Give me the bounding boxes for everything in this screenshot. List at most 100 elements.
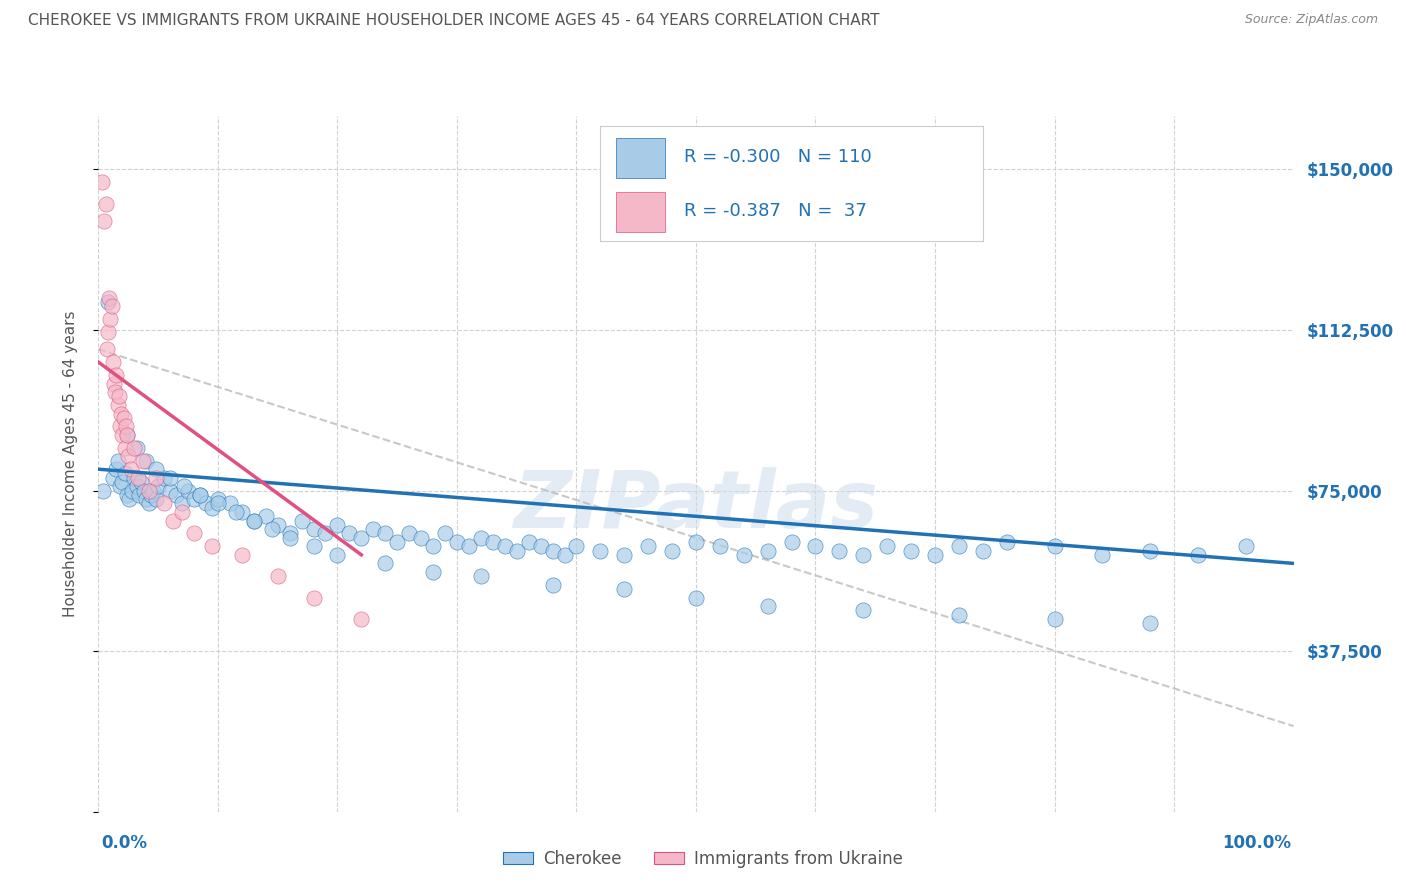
Point [93, 214, 115, 228]
Point [131, 453, 153, 467]
Point [565, 539, 588, 553]
Point [852, 548, 875, 562]
Point [183, 492, 205, 507]
Point [422, 539, 444, 553]
Point [446, 535, 468, 549]
Point [350, 531, 373, 545]
Point [145, 492, 167, 507]
Point [153, 471, 176, 485]
Point [188, 488, 211, 502]
Point [326, 517, 349, 532]
Point [120, 462, 142, 476]
Point [494, 539, 516, 553]
Point [194, 496, 218, 510]
Point [114, 441, 136, 455]
Point [101, 355, 124, 369]
Point [1234, 539, 1257, 553]
Point [101, 471, 124, 485]
Point [756, 599, 779, 614]
Point [363, 522, 385, 536]
Point [302, 591, 325, 605]
Point [541, 543, 564, 558]
Point [177, 483, 200, 498]
Point [385, 535, 409, 549]
Point [132, 483, 155, 498]
Point [433, 526, 456, 541]
Point [411, 531, 433, 545]
Point [995, 535, 1018, 549]
Point [127, 471, 149, 485]
Point [1091, 548, 1114, 562]
Point [302, 522, 325, 536]
Point [105, 368, 128, 382]
Point [107, 453, 129, 467]
Point [145, 471, 167, 485]
Point [108, 479, 131, 493]
Point [302, 539, 325, 553]
Point [115, 488, 138, 502]
Point [637, 539, 659, 553]
Point [173, 479, 195, 493]
Point [153, 496, 176, 510]
Point [733, 548, 755, 562]
Point [172, 505, 194, 519]
Point [138, 483, 160, 498]
Point [125, 479, 148, 493]
Point [159, 483, 181, 498]
Point [162, 514, 184, 528]
Point [339, 526, 360, 541]
Point [398, 526, 420, 541]
Point [709, 539, 731, 553]
Point [105, 462, 128, 476]
Point [1139, 543, 1161, 558]
Point [91, 175, 114, 189]
Point [243, 514, 266, 528]
Point [278, 526, 301, 541]
Point [828, 543, 851, 558]
Point [1043, 539, 1066, 553]
Point [207, 496, 229, 510]
Point [278, 531, 301, 545]
Point [115, 428, 138, 442]
Point [470, 531, 492, 545]
Point [685, 591, 707, 605]
Point [267, 517, 290, 532]
Point [118, 492, 141, 507]
Point [117, 450, 139, 464]
Point [139, 488, 162, 502]
Point [98, 291, 121, 305]
Point [104, 385, 127, 400]
Point [183, 526, 205, 541]
Point [541, 578, 564, 592]
Point [114, 467, 136, 481]
Point [685, 535, 707, 549]
Point [1043, 612, 1066, 626]
Point [131, 475, 153, 489]
Point [291, 514, 314, 528]
Text: 100.0%: 100.0% [1222, 834, 1291, 852]
Point [108, 419, 131, 434]
Point [110, 407, 132, 421]
Point [91, 483, 114, 498]
Point [94, 196, 117, 211]
Point [315, 526, 337, 541]
Point [124, 441, 146, 455]
Point [97, 295, 120, 310]
Point [231, 548, 253, 562]
Point [107, 398, 129, 412]
Point [900, 543, 922, 558]
Point [517, 535, 540, 549]
Point [506, 543, 529, 558]
Point [326, 548, 349, 562]
Point [481, 535, 505, 549]
Point [948, 607, 970, 622]
Point [207, 492, 229, 507]
Point [172, 496, 194, 510]
Point [201, 539, 224, 553]
Text: ZIPatlas: ZIPatlas [513, 467, 879, 545]
Point [267, 569, 290, 583]
Point [422, 565, 444, 579]
Point [243, 514, 266, 528]
Point [145, 462, 167, 476]
Point [125, 441, 148, 455]
